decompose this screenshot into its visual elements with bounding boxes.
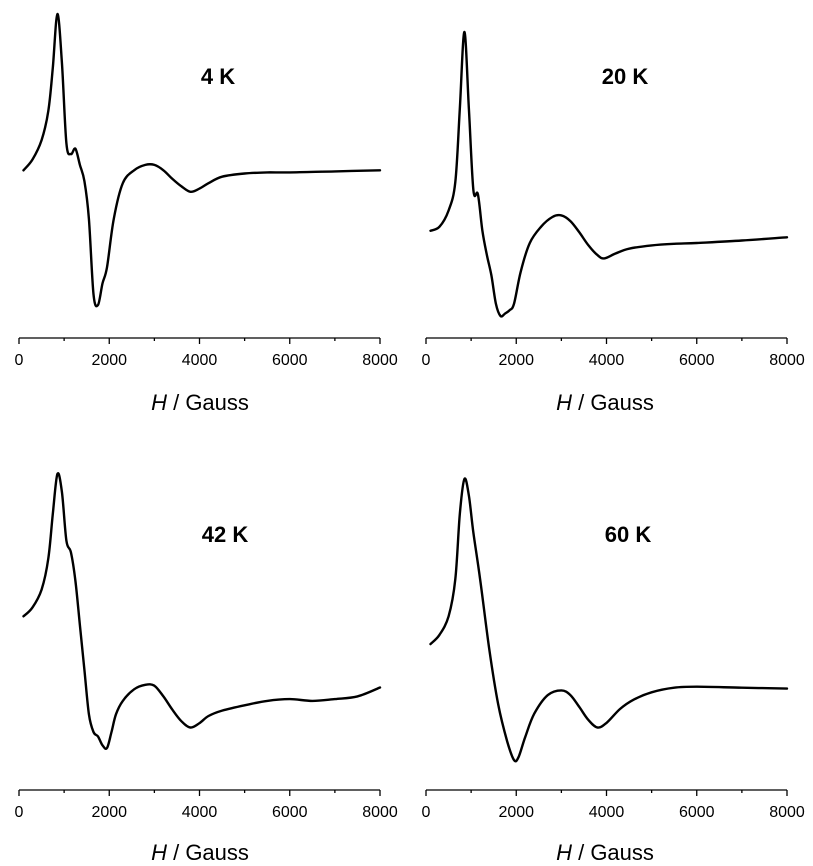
x-tick-label: 4000 — [589, 352, 625, 369]
x-tick-label: 6000 — [272, 352, 308, 369]
x-axis-label-symbol: H — [556, 390, 572, 415]
panel-title: 42 K — [202, 522, 249, 547]
x-tick-label: 4000 — [182, 804, 218, 821]
x-axis-label: H / Gauss — [151, 840, 249, 865]
panel-60k: 0 2000 4000 6000 8000 60 K H / Gauss — [422, 477, 805, 865]
x-axis-label-unit: / Gauss — [572, 390, 654, 415]
epr-spectrum-line — [22, 12, 382, 308]
x-tick-label: 8000 — [769, 804, 805, 821]
x-axis-label-symbol: H — [151, 840, 167, 865]
epr-spectrum-line — [429, 477, 789, 763]
x-tick-label: 4000 — [589, 804, 625, 821]
x-axis-label-unit: / Gauss — [167, 390, 249, 415]
panel-title: 20 K — [602, 64, 649, 89]
panel-4k: 0 2000 4000 6000 8000 4 K H / Gauss — [15, 12, 398, 415]
epr-spectrum-line — [22, 472, 382, 750]
x-axis-label-symbol: H — [151, 390, 167, 415]
x-axis-label-unit: / Gauss — [167, 840, 249, 865]
x-tick-label: 0 — [15, 352, 24, 369]
x-axis-label: H / Gauss — [556, 390, 654, 415]
x-axis-label: H / Gauss — [151, 390, 249, 415]
panel-20k: 0 2000 4000 6000 8000 20 K H / Gauss — [422, 30, 805, 415]
x-axis-label-symbol: H — [556, 840, 572, 865]
panel-42k: 0 2000 4000 6000 8000 42 K H / Gauss — [15, 472, 398, 865]
x-tick-label: 8000 — [769, 352, 805, 369]
x-tick-label: 2000 — [91, 804, 127, 821]
x-tick-label: 8000 — [362, 352, 398, 369]
x-tick-label: 0 — [422, 804, 431, 821]
x-tick-label: 2000 — [91, 352, 127, 369]
epr-spectrum-line — [429, 30, 789, 318]
x-tick-label: 6000 — [272, 804, 308, 821]
x-tick-label: 0 — [15, 804, 24, 821]
x-tick-label: 6000 — [679, 352, 715, 369]
x-axis-label-unit: / Gauss — [572, 840, 654, 865]
x-axis-label: H / Gauss — [556, 840, 654, 865]
x-tick-label: 2000 — [498, 352, 534, 369]
x-tick-label: 6000 — [679, 804, 715, 821]
panel-title: 60 K — [605, 522, 652, 547]
x-tick-label: 2000 — [498, 804, 534, 821]
x-tick-label: 4000 — [182, 352, 218, 369]
panel-title: 4 K — [201, 64, 235, 89]
x-tick-label: 0 — [422, 352, 431, 369]
x-tick-label: 8000 — [362, 804, 398, 821]
